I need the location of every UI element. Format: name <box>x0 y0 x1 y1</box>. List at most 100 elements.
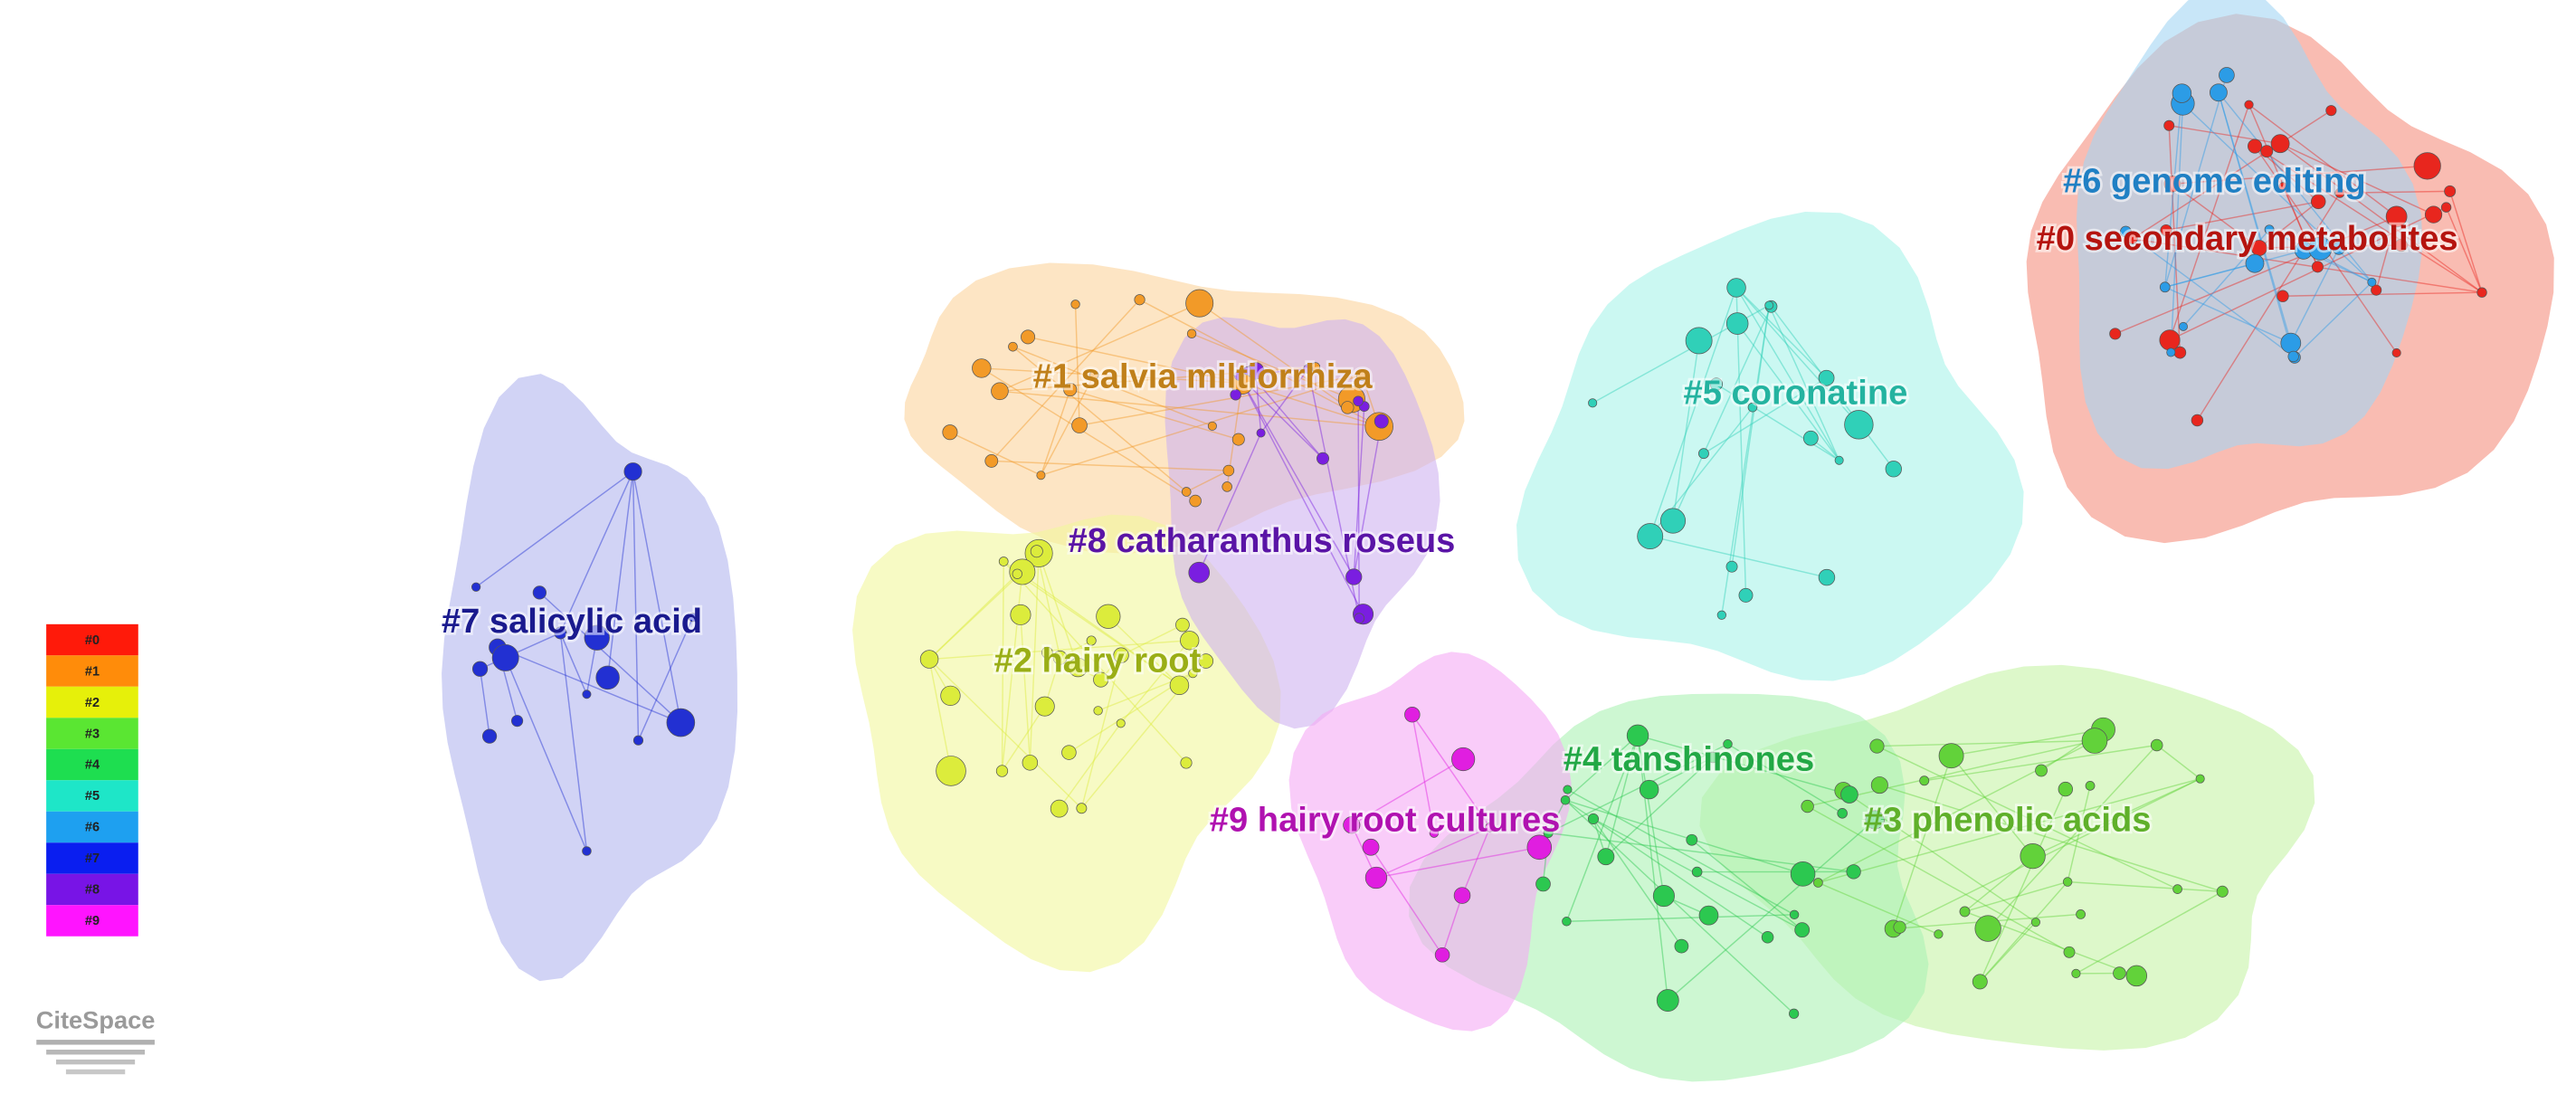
link <box>1899 777 2201 928</box>
link <box>991 460 1229 471</box>
node <box>688 613 698 623</box>
node <box>1362 838 1380 856</box>
node <box>1021 329 1036 345</box>
node <box>1526 834 1553 861</box>
link <box>1260 368 1309 433</box>
node <box>1345 568 1363 585</box>
cluster-label: #6 genome editing <box>2063 161 2366 200</box>
node <box>1709 377 1724 391</box>
node <box>1185 289 1214 318</box>
link <box>1637 735 1665 897</box>
node <box>1221 481 1232 492</box>
link <box>1069 388 1239 441</box>
node <box>1656 989 1679 1013</box>
link <box>2067 880 2223 893</box>
node <box>995 765 1009 777</box>
node <box>1134 294 1145 306</box>
link <box>2164 249 2305 289</box>
link <box>1605 735 1639 857</box>
node <box>2247 138 2263 154</box>
link <box>475 471 634 588</box>
node <box>2126 233 2138 244</box>
node <box>1794 922 1811 938</box>
link <box>1547 799 1566 833</box>
node <box>1725 312 1749 335</box>
node <box>972 358 992 378</box>
node <box>2020 843 2046 870</box>
node <box>1846 864 1861 880</box>
node <box>1096 604 1121 629</box>
link <box>1001 706 1046 772</box>
node <box>2311 261 2324 273</box>
node <box>1453 887 1471 904</box>
node <box>2071 968 2081 978</box>
node <box>2113 966 2126 980</box>
node <box>1870 776 1888 794</box>
node <box>1116 718 1126 728</box>
node <box>2179 321 2188 331</box>
node <box>2163 119 2175 131</box>
node <box>2394 238 2408 252</box>
link <box>2164 262 2256 289</box>
node <box>2062 877 2073 887</box>
node <box>1181 487 1192 497</box>
node <box>2063 946 2076 958</box>
node <box>1317 452 1329 465</box>
link <box>1059 722 1122 810</box>
legend-label: #1 <box>85 664 100 679</box>
node <box>1813 878 1823 888</box>
node <box>2109 328 2122 340</box>
node <box>1698 905 1719 926</box>
legend-swatch <box>46 780 138 812</box>
cluster-label: #1 salvia miltiorrhiza <box>1033 357 1374 395</box>
node <box>2476 287 2487 298</box>
node <box>1707 751 1719 764</box>
node <box>2160 224 2172 237</box>
node <box>1008 341 1018 352</box>
node <box>1068 657 1088 678</box>
link <box>2218 91 2372 283</box>
link <box>1877 745 2178 890</box>
node <box>984 454 999 468</box>
link <box>1238 375 1324 460</box>
node <box>998 557 1009 566</box>
link <box>1254 370 1262 433</box>
node <box>532 585 547 600</box>
link <box>2375 216 2398 290</box>
link <box>1736 323 1840 461</box>
node <box>1764 300 1774 310</box>
node <box>2163 175 2182 193</box>
node <box>1626 724 1649 747</box>
node <box>1691 866 1703 878</box>
node <box>1036 471 1046 480</box>
link <box>2165 201 2319 232</box>
link <box>1412 714 1491 828</box>
node <box>1869 738 1885 754</box>
legend-label: #0 <box>85 633 100 648</box>
node <box>582 690 592 699</box>
node <box>1374 414 1389 429</box>
node <box>1535 876 1551 892</box>
link <box>2196 192 2341 421</box>
link <box>1951 755 2034 857</box>
node <box>1840 785 1858 804</box>
node <box>491 643 519 671</box>
node <box>666 708 696 737</box>
node <box>2191 414 2204 427</box>
link <box>1649 756 1714 791</box>
node <box>1404 706 1421 723</box>
link <box>1979 788 2067 983</box>
node <box>2172 83 2192 103</box>
link <box>1770 306 1895 470</box>
node <box>1022 755 1039 771</box>
node <box>2444 185 2457 197</box>
node <box>1802 430 1819 446</box>
node <box>511 715 524 728</box>
link <box>2445 206 2483 293</box>
node <box>2195 774 2205 784</box>
node <box>1012 568 1022 579</box>
cluster-label: #9 hairy root cultures <box>1210 801 1561 840</box>
node <box>2371 284 2382 296</box>
node <box>2310 194 2326 210</box>
